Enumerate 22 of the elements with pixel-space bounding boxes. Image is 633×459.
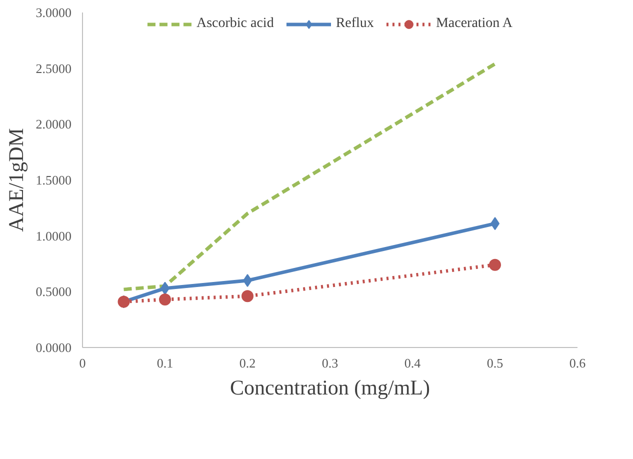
- x-tick-label: 0.6: [569, 356, 586, 370]
- point: [489, 258, 501, 271]
- x-tick-label: 0.3: [322, 356, 338, 370]
- y-tick-label: 0.5000: [36, 284, 72, 300]
- y-tick-label: 2.0000: [36, 116, 72, 132]
- legend-label: Maceration A: [436, 16, 513, 32]
- x-tick-label: 0.5: [486, 356, 504, 370]
- x-tick-label: 0.1: [156, 356, 174, 370]
- point: [159, 293, 171, 306]
- x-tick-label: 0: [79, 356, 86, 370]
- x-tick-label: 0.4: [404, 356, 422, 370]
- y-tick-label: 3.0000: [36, 5, 72, 20]
- y-axis-title: AAE/1gDM: [4, 128, 28, 232]
- legend-label: Ascorbic acid: [196, 16, 274, 32]
- y-tick-label: 0.0000: [36, 340, 72, 355]
- legend-label: Reflux: [336, 16, 374, 32]
- y-tick-label: 2.5000: [36, 60, 72, 76]
- point: [242, 290, 254, 302]
- y-tick-label: 1.5000: [36, 172, 72, 188]
- x-axis-title: Concentration (mg/mL): [230, 376, 430, 400]
- x-tick-label: 0.2: [239, 356, 256, 370]
- y-tick-label: 1.0000: [36, 228, 72, 244]
